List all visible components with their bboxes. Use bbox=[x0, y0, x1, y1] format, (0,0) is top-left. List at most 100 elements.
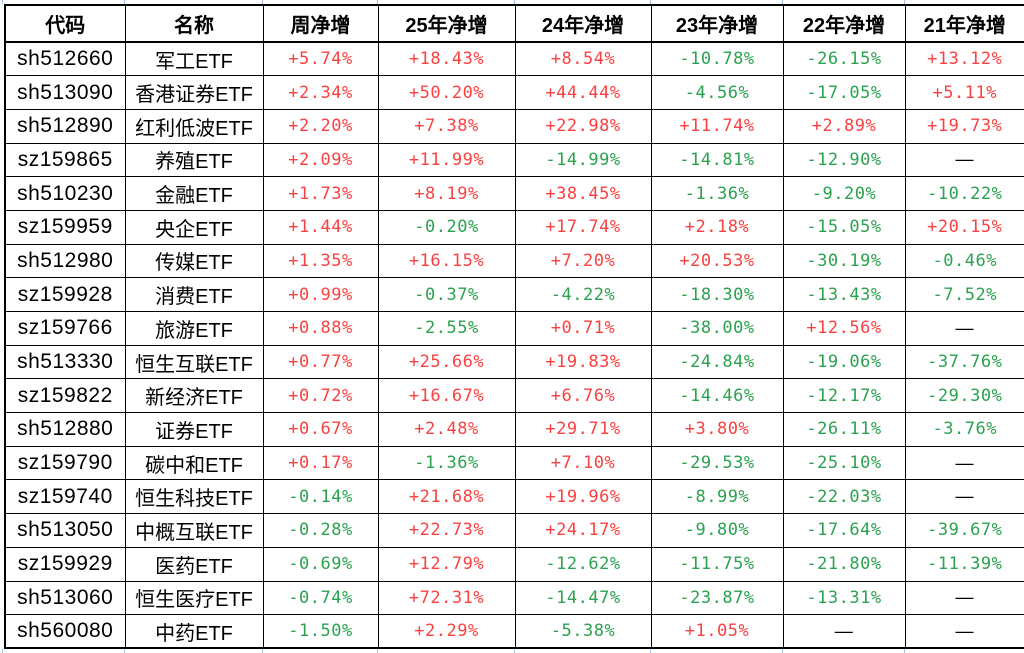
value-cell: -12.17% bbox=[782, 378, 906, 414]
gridline-tick bbox=[514, 0, 515, 4]
value-cell: +1.35% bbox=[262, 243, 379, 279]
value-cell: -23.87% bbox=[650, 580, 784, 616]
value-cell: -9.80% bbox=[650, 513, 784, 548]
value-cell: +0.67% bbox=[262, 412, 379, 447]
value-cell: -13.43% bbox=[782, 277, 906, 312]
value-cell: +5.74% bbox=[262, 41, 379, 77]
value-cell: +1.73% bbox=[262, 176, 379, 211]
value-cell: +19.96% bbox=[514, 479, 652, 515]
value-cell: +13.12% bbox=[904, 41, 1024, 77]
name-cell: 中概互联ETF bbox=[124, 513, 264, 548]
value-cell: -37.76% bbox=[904, 344, 1024, 380]
column-header-1: 名称 bbox=[124, 4, 264, 43]
gridline-tick bbox=[377, 649, 378, 653]
code-cell: sh510230 bbox=[4, 176, 126, 211]
gridline-tick bbox=[904, 0, 905, 4]
value-cell: -1.36% bbox=[650, 176, 784, 211]
name-cell: 恒生互联ETF bbox=[124, 344, 264, 380]
value-cell: -21.80% bbox=[782, 546, 906, 582]
value-cell: +2.89% bbox=[782, 108, 906, 144]
value-cell: -0.37% bbox=[377, 277, 516, 312]
code-cell: sz159928 bbox=[4, 277, 126, 312]
table-row: sh513050 中概互联ETF -0.28% +22.73% +24.17% -9.80… bbox=[4, 513, 1024, 548]
code-cell: sh512880 bbox=[4, 412, 126, 447]
value-cell: -14.47% bbox=[514, 580, 652, 616]
value-cell: -10.78% bbox=[650, 41, 784, 77]
value-cell: +20.53% bbox=[650, 243, 784, 279]
gridline-tick bbox=[124, 0, 125, 4]
gridline-tick bbox=[2, 0, 3, 4]
value-cell: +0.99% bbox=[262, 277, 379, 312]
value-cell: -25.10% bbox=[782, 445, 906, 481]
header-row: 代码 名称 周净增 25年净增 24年净增 23年净增 22年净增 21年净增 bbox=[4, 4, 1024, 43]
etf-performance-table-wrap: 代码 名称 周净增 25年净增 24年净增 23年净增 22年净增 21年净增 sh51266… bbox=[4, 4, 1024, 650]
value-cell: -17.64% bbox=[782, 513, 906, 548]
table-row: sz159766 旅游ETF +0.88% -2.55% +0.71% -38.00% +1… bbox=[4, 311, 1024, 346]
value-cell: -26.11% bbox=[782, 412, 906, 447]
value-cell: +16.67% bbox=[377, 378, 516, 414]
value-cell: +7.38% bbox=[377, 108, 516, 144]
value-cell: -9.20% bbox=[782, 176, 906, 211]
value-cell: +2.29% bbox=[377, 614, 516, 649]
value-cell: -1.50% bbox=[262, 614, 379, 649]
code-cell: sh512890 bbox=[4, 108, 126, 144]
table-row: sz159959 央企ETF +1.44% -0.20% +17.74% +2.18% -1… bbox=[4, 209, 1024, 245]
value-cell: +3.80% bbox=[650, 412, 784, 447]
value-cell: +1.05% bbox=[650, 614, 784, 649]
value-cell: -39.67% bbox=[904, 513, 1024, 548]
table-row: sz159740 恒生科技ETF -0.14% +21.68% +19.96% -8.99… bbox=[4, 479, 1024, 515]
table-row: sz159929 医药ETF -0.69% +12.79% -12.62% -11.75%… bbox=[4, 546, 1024, 582]
table-row: sh512880 证券ETF +0.67% +2.48% +29.71% +3.80% -2… bbox=[4, 412, 1024, 447]
gridline-tick bbox=[514, 649, 515, 653]
value-cell: -29.30% bbox=[904, 378, 1024, 414]
name-cell: 红利低波ETF bbox=[124, 108, 264, 144]
etf-performance-table: 代码 名称 周净增 25年净增 24年净增 23年净增 22年净增 21年净增 sh51266… bbox=[4, 4, 1024, 650]
value-cell: -0.74% bbox=[262, 580, 379, 616]
table-row: sz159928 消费ETF +0.99% -0.37% -4.22% -18.30% -1… bbox=[4, 277, 1024, 312]
table-row: sh512660 军工ETF +5.74% +18.43% +8.54% -10.78% -… bbox=[4, 41, 1024, 77]
value-cell: -11.39% bbox=[904, 546, 1024, 582]
value-cell: +0.88% bbox=[262, 311, 379, 346]
gridline-tick bbox=[2, 649, 3, 653]
column-header-2: 周净增 bbox=[262, 4, 379, 43]
name-cell: 医药ETF bbox=[124, 546, 264, 582]
name-cell: 证券ETF bbox=[124, 412, 264, 447]
table-row: sh560080 中药ETF -1.50% +2.29% -5.38% +1.05% — — bbox=[4, 614, 1024, 649]
value-cell: +0.72% bbox=[262, 378, 379, 414]
value-cell: -10.22% bbox=[904, 176, 1024, 211]
value-cell: -13.31% bbox=[782, 580, 906, 616]
name-cell: 央企ETF bbox=[124, 209, 264, 245]
value-cell: +2.34% bbox=[262, 75, 379, 110]
value-cell: +12.56% bbox=[782, 311, 906, 346]
name-cell: 恒生科技ETF bbox=[124, 479, 264, 515]
value-cell: -38.00% bbox=[650, 311, 784, 346]
value-cell: -26.15% bbox=[782, 41, 906, 77]
value-cell: -0.28% bbox=[262, 513, 379, 548]
value-cell: +2.18% bbox=[650, 209, 784, 245]
value-cell: -19.06% bbox=[782, 344, 906, 380]
value-cell: +5.11% bbox=[904, 75, 1024, 110]
value-cell: — bbox=[904, 142, 1024, 178]
value-cell: +12.79% bbox=[377, 546, 516, 582]
gridline-tick bbox=[650, 0, 651, 4]
value-cell: +8.54% bbox=[514, 41, 652, 77]
value-cell: +24.17% bbox=[514, 513, 652, 548]
value-cell: -11.75% bbox=[650, 546, 784, 582]
name-cell: 传媒ETF bbox=[124, 243, 264, 279]
value-cell: +17.74% bbox=[514, 209, 652, 245]
value-cell: -2.55% bbox=[377, 311, 516, 346]
value-cell: +20.15% bbox=[904, 209, 1024, 245]
code-cell: sh513330 bbox=[4, 344, 126, 380]
code-cell: sh513060 bbox=[4, 580, 126, 616]
value-cell: -5.38% bbox=[514, 614, 652, 649]
name-cell: 香港证券ETF bbox=[124, 75, 264, 110]
value-cell: +21.68% bbox=[377, 479, 516, 515]
column-header-6: 22年净增 bbox=[782, 4, 906, 43]
value-cell: -8.99% bbox=[650, 479, 784, 515]
value-cell: -12.62% bbox=[514, 546, 652, 582]
name-cell: 新经济ETF bbox=[124, 378, 264, 414]
gridline-tick bbox=[377, 0, 378, 4]
value-cell: +1.44% bbox=[262, 209, 379, 245]
value-cell: +50.20% bbox=[377, 75, 516, 110]
value-cell: -3.76% bbox=[904, 412, 1024, 447]
